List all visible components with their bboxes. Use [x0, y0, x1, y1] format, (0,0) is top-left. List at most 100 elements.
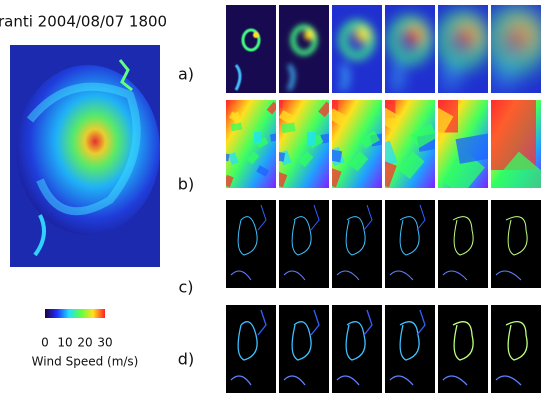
patch: [307, 132, 316, 146]
edge: [416, 204, 426, 231]
panel: [279, 100, 329, 188]
panel-bg: [279, 5, 329, 93]
panel: [491, 200, 541, 288]
edge: [416, 309, 426, 336]
blob: [508, 22, 534, 48]
edge: [310, 309, 320, 336]
edge: [291, 216, 312, 256]
patch: [320, 132, 329, 144]
edge: [452, 216, 474, 256]
patch: [441, 151, 485, 188]
edge: [336, 270, 360, 281]
colorbar-ticks: 0 10 20 30: [41, 336, 112, 350]
panel: [491, 305, 541, 393]
blob: [355, 28, 369, 42]
panel-bg: [332, 5, 382, 93]
patch: [491, 151, 541, 188]
blob: [444, 62, 456, 92]
patch: [397, 151, 425, 180]
edge: [399, 321, 420, 361]
blobs: [339, 20, 375, 92]
patch: [254, 132, 262, 143]
edge: [495, 270, 522, 281]
patch: [410, 123, 435, 149]
blobs: [287, 24, 318, 91]
edge: [237, 216, 258, 256]
patch: [491, 100, 536, 170]
blob: [406, 26, 424, 44]
patch: [455, 132, 488, 164]
panel-bg: [438, 305, 488, 393]
panel-bg: [279, 200, 329, 288]
colorbar-tick-label: 30: [97, 336, 112, 350]
edge: [452, 321, 474, 361]
panel: [491, 100, 541, 188]
edge: [505, 321, 528, 361]
blob: [287, 63, 295, 91]
blob: [392, 63, 402, 92]
edge: [442, 270, 468, 281]
edge: [495, 375, 522, 386]
panel-bg: [491, 305, 541, 393]
patch: [279, 110, 295, 125]
edge: [363, 204, 373, 231]
patch: [226, 174, 234, 188]
blobs: [388, 16, 432, 92]
patch: [298, 151, 314, 168]
patch: [385, 100, 396, 119]
patch: [255, 136, 269, 149]
edge: [389, 375, 414, 386]
blob: [253, 32, 259, 38]
blob: [491, 8, 541, 72]
panel: [332, 5, 382, 93]
panel-bg: [226, 200, 276, 288]
colorbar-tick-label: 10: [57, 336, 72, 350]
panel-grid: a) b) c) d): [178, 5, 541, 393]
blob: [388, 16, 432, 64]
patch: [385, 105, 401, 130]
panel: [226, 305, 276, 393]
edge: [310, 204, 320, 231]
patch: [385, 160, 397, 188]
patch: [281, 122, 296, 134]
patch: [332, 148, 343, 163]
patch: [359, 130, 380, 149]
panel-bg: [385, 200, 435, 288]
panel: [438, 100, 488, 188]
panel: [279, 305, 329, 393]
panel-bg: [385, 305, 435, 393]
panel: [385, 305, 435, 393]
patch: [438, 100, 454, 139]
patch: [226, 100, 229, 106]
title: ranti 2004/08/07 1800: [0, 13, 167, 31]
edge: [336, 375, 360, 386]
blob: [497, 62, 509, 92]
panel: [279, 200, 329, 288]
blob: [339, 63, 349, 92]
panel: [491, 5, 541, 93]
edge: [257, 309, 267, 336]
panel-bg: [226, 305, 276, 393]
patch: [318, 101, 329, 118]
panel: [332, 305, 382, 393]
edge: [230, 375, 252, 386]
patch: [279, 172, 288, 188]
colorbar-tick-label: 20: [77, 336, 92, 350]
panel: [226, 200, 276, 288]
panel: [385, 5, 435, 93]
row-label: d): [178, 350, 194, 369]
row-label: a): [178, 65, 194, 84]
blob: [290, 24, 318, 56]
colorbar: [45, 309, 105, 318]
edge: [505, 216, 528, 256]
patch: [332, 108, 348, 127]
patch: [226, 152, 230, 162]
patch: [279, 150, 286, 162]
panel: [438, 5, 488, 93]
panel: [226, 100, 276, 188]
edge: [230, 270, 252, 281]
panel: [385, 100, 435, 188]
colorbar-label: Wind Speed (m/s): [32, 355, 139, 369]
patch: [256, 165, 270, 177]
